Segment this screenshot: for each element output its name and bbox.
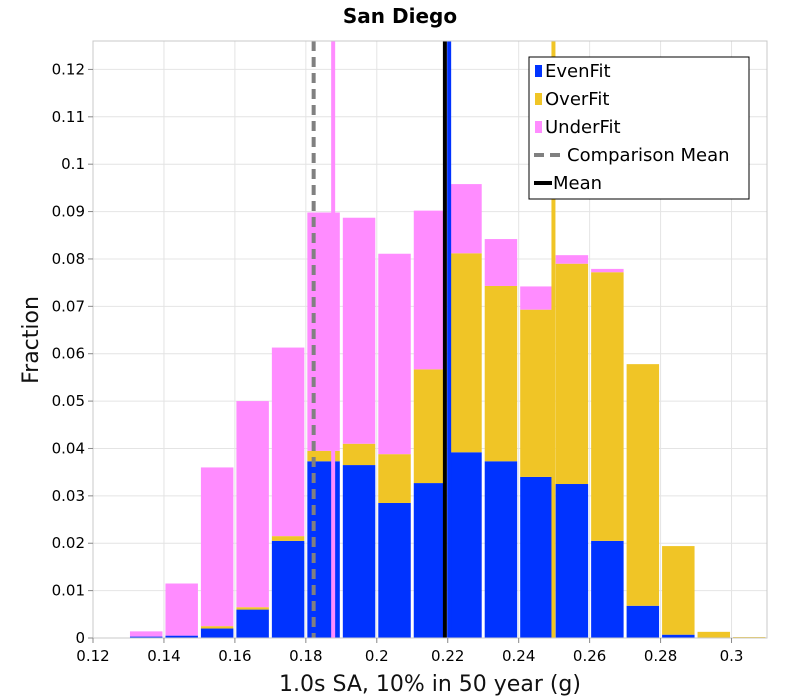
bar-evenfit bbox=[129, 636, 163, 638]
bar-underfit bbox=[378, 253, 411, 455]
bar-overfit bbox=[307, 450, 340, 462]
bar-underfit bbox=[484, 239, 518, 286]
bar-overfit bbox=[520, 309, 553, 477]
x-tick-label: 0.3 bbox=[720, 647, 744, 665]
bar-overfit bbox=[413, 369, 447, 484]
legend-box bbox=[528, 56, 750, 200]
bar-evenfit bbox=[449, 452, 482, 638]
y-tick-label: 0.1 bbox=[61, 155, 85, 173]
bar-underfit bbox=[413, 210, 447, 370]
bar-underfit bbox=[165, 583, 198, 636]
legend-swatch-underfit bbox=[535, 121, 542, 133]
bar-overfit bbox=[626, 364, 660, 606]
legend-label-overfit: OverFit bbox=[545, 89, 609, 110]
y-tick-label: 0.11 bbox=[52, 108, 85, 126]
bar-overfit bbox=[697, 631, 731, 638]
bar-underfit bbox=[555, 255, 589, 264]
x-tick-label: 0.2 bbox=[365, 647, 389, 665]
y-tick-label: 0.12 bbox=[52, 60, 85, 78]
legend-label-mean: Mean bbox=[553, 173, 602, 194]
y-tick-label: 0.08 bbox=[52, 250, 85, 268]
y-tick-label: 0.07 bbox=[52, 297, 85, 315]
bar-evenfit bbox=[342, 465, 376, 638]
bar-overfit bbox=[271, 536, 305, 541]
legend-label-underfit: UnderFit bbox=[545, 117, 621, 138]
x-tick-label: 0.24 bbox=[502, 647, 535, 665]
bar-evenfit bbox=[236, 609, 269, 638]
bar-evenfit bbox=[520, 476, 553, 638]
bar-overfit bbox=[662, 546, 695, 635]
x-tick-label: 0.18 bbox=[289, 647, 322, 665]
y-tick-label: 0.03 bbox=[52, 487, 85, 505]
x-axis-title: 1.0s SA, 10% in 50 year (g) bbox=[279, 672, 581, 697]
bar-overfit bbox=[484, 285, 518, 462]
plot-frame bbox=[92, 40, 768, 639]
x-tick-label: 0.28 bbox=[644, 647, 677, 665]
x-tick-label: 0.12 bbox=[76, 647, 109, 665]
bar-overfit bbox=[449, 253, 482, 453]
bar-evenfit bbox=[591, 540, 624, 638]
legend: EvenFit OverFit UnderFit Comparison Mean Mea… bbox=[528, 56, 750, 200]
y-tick-label: 0.09 bbox=[52, 203, 85, 221]
x-tick-label: 0.26 bbox=[573, 647, 606, 665]
x-tick-label: 0.14 bbox=[147, 647, 180, 665]
bar-overfit bbox=[591, 272, 624, 541]
legend-label-evenfit: EvenFit bbox=[545, 61, 611, 82]
axis-ticks: 0 0.01 0.02 0.03 0.04 0.05 0.06 0.07 0.08 0.09 0.1… bbox=[52, 60, 744, 665]
bar-overfit bbox=[555, 263, 589, 485]
y-tick-label: 0.04 bbox=[52, 439, 85, 457]
bar-underfit bbox=[200, 467, 234, 627]
x-tick-label: 0.22 bbox=[431, 647, 464, 665]
bar-underfit bbox=[591, 268, 624, 273]
y-tick-label: 0.02 bbox=[52, 534, 85, 552]
bar-evenfit bbox=[555, 484, 589, 638]
bar-evenfit bbox=[271, 540, 305, 638]
bar-overfit bbox=[378, 454, 411, 503]
y-tick-label: 0.06 bbox=[52, 345, 85, 363]
bar-evenfit bbox=[413, 483, 447, 638]
bar-evenfit bbox=[484, 461, 518, 638]
bar-overfit bbox=[342, 443, 376, 466]
y-tick-label: 0.01 bbox=[52, 582, 85, 600]
bar-overfit bbox=[236, 607, 269, 610]
bar-underfit bbox=[342, 217, 376, 444]
bar-underfit bbox=[129, 631, 163, 637]
y-axis-title: Fraction bbox=[19, 296, 44, 384]
bar-evenfit bbox=[662, 634, 695, 638]
bar-underfit bbox=[520, 286, 553, 310]
bar-evenfit bbox=[626, 605, 660, 638]
legend-label-comparison-mean: Comparison Mean bbox=[567, 145, 730, 166]
legend-swatch-evenfit bbox=[535, 65, 542, 77]
y-tick-label: 0 bbox=[75, 629, 85, 647]
legend-swatch-overfit bbox=[535, 93, 542, 105]
chart-title: San Diego bbox=[343, 4, 457, 28]
bar-underfit bbox=[449, 184, 482, 254]
bar-evenfit bbox=[200, 628, 234, 638]
y-tick-label: 0.05 bbox=[52, 392, 85, 410]
bar-underfit bbox=[236, 401, 269, 608]
bar-underfit bbox=[271, 347, 305, 537]
bar-overfit bbox=[200, 626, 234, 629]
bar-evenfit bbox=[165, 635, 198, 638]
x-tick-label: 0.16 bbox=[218, 647, 251, 665]
bar-evenfit bbox=[378, 502, 411, 638]
